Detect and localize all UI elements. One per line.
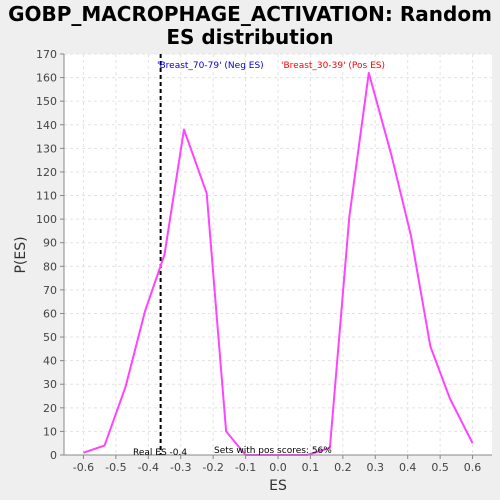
real-es-annotation: Real ES -0.4	[133, 448, 187, 458]
y-tick-label: 110	[36, 190, 57, 203]
y-tick-label: 120	[36, 166, 57, 179]
y-tick-label: 130	[36, 142, 57, 155]
x-tick-label: -0.3	[170, 461, 191, 474]
y-tick-label: 160	[36, 72, 57, 85]
y-tick-label: 140	[36, 119, 57, 132]
y-tick-label: 90	[43, 237, 57, 250]
y-tick-label: 20	[43, 402, 57, 415]
y-tick-label: 50	[43, 331, 57, 344]
chart-title-line-2: ES distribution	[166, 25, 333, 49]
y-tick-label: 100	[36, 213, 57, 226]
y-tick-label: 0	[50, 449, 57, 462]
pos-scores-annotation: Sets with pos scores: 56%	[214, 446, 332, 456]
y-tick-label: 30	[43, 378, 57, 391]
neg-es-annotation: 'Breast_70-79' (Neg ES)	[157, 61, 264, 71]
y-tick-label: 150	[36, 95, 57, 108]
chart-title-line-1: GOBP_MACROPHAGE_ACTIVATION: Random	[8, 2, 492, 26]
x-axis: -0.6 -0.5 -0.4 -0.3 -0.2 -0.1 0.0 0.1 0.2 0.3 0.4 0…	[64, 454, 492, 474]
y-tick-label: 170	[36, 48, 57, 61]
x-axis-label: ES	[269, 478, 287, 494]
x-tick-label: 0.1	[302, 461, 320, 474]
y-tick-label: 10	[43, 425, 57, 438]
x-tick-label: 0.3	[367, 461, 385, 474]
y-axis: 0 10 20 30 40 50 60 70 80 90 100 110 120 130 140 150 160…	[36, 48, 65, 462]
x-tick-label: 0.0	[269, 461, 287, 474]
x-tick-label: -0.6	[73, 461, 94, 474]
x-tick-label: -0.1	[235, 461, 256, 474]
x-tick-label: 0.6	[464, 461, 482, 474]
x-tick-label: 0.4	[399, 461, 417, 474]
y-tick-label: 60	[43, 307, 57, 320]
x-tick-label: 0.2	[334, 461, 352, 474]
x-tick-label: -0.2	[202, 461, 223, 474]
x-tick-label: -0.5	[105, 461, 126, 474]
pos-es-annotation: 'Breast_30-39' (Pos ES)	[281, 61, 385, 71]
y-tick-label: 40	[43, 355, 57, 368]
y-tick-label: 80	[43, 260, 57, 273]
x-tick-label: -0.4	[138, 461, 159, 474]
y-axis-label: P(ES)	[13, 236, 29, 273]
y-tick-label: 70	[43, 284, 57, 297]
x-tick-label: 0.5	[431, 461, 449, 474]
